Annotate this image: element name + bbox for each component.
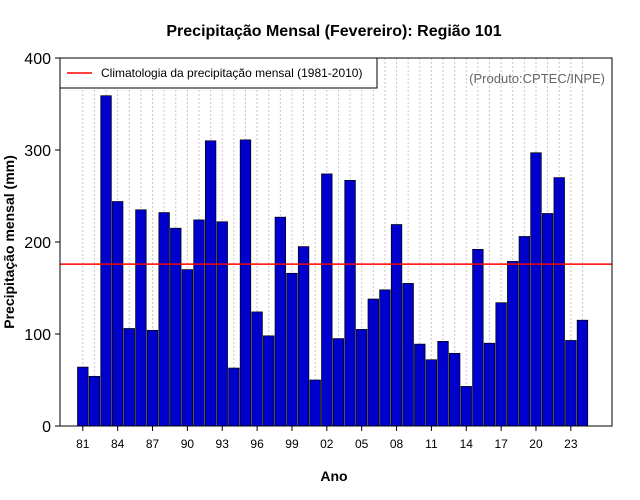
bars — [77, 95, 589, 427]
bar-82 — [88, 375, 101, 427]
legend-box — [59, 57, 378, 89]
x-tick-label: 02 — [320, 437, 334, 451]
bar-18 — [507, 260, 519, 427]
bar-24 — [576, 319, 589, 427]
bar-84 — [112, 201, 124, 427]
x-tick-label: 96 — [250, 437, 264, 451]
x-tick-label: 08 — [390, 437, 404, 451]
bar-10 — [414, 343, 426, 427]
x-tick-label: 90 — [181, 437, 195, 451]
chart-title: Precipitação Mensal (Fevereiro): Região … — [166, 23, 501, 40]
bar-17 — [495, 302, 507, 427]
bar-03 — [332, 338, 345, 427]
bar-09 — [402, 283, 414, 427]
x-axis: 81 84 87 90 93 96 99 02 05 08 11 14 17 20 23 — [76, 426, 578, 451]
bar-93 — [216, 221, 228, 427]
x-tick-label: 81 — [76, 437, 90, 451]
y-tick-label: 400 — [24, 51, 51, 68]
bar-16 — [483, 342, 496, 427]
bar-83 — [100, 95, 112, 427]
bar-19 — [518, 236, 531, 427]
bar-00 — [297, 246, 310, 427]
bar-23 — [565, 340, 577, 427]
x-tick-label: 23 — [564, 437, 578, 451]
bar-81 — [77, 366, 89, 427]
legend: Climatologia da precipitação mensal (198… — [59, 57, 378, 89]
bar-06 — [367, 298, 379, 427]
x-tick-label: 20 — [529, 437, 543, 451]
y-tick-label: 200 — [24, 235, 51, 252]
bar-97 — [263, 335, 275, 427]
x-tick-label: 93 — [216, 437, 230, 451]
x-tick-label: 17 — [494, 437, 508, 451]
bar-13 — [448, 352, 461, 427]
bar-85 — [123, 328, 135, 427]
x-axis-label: Ano — [320, 468, 347, 484]
y-axis: 0 100 200 300 400 — [24, 51, 60, 436]
bar-14 — [460, 386, 472, 427]
bar-98 — [274, 216, 286, 427]
bar-02 — [321, 173, 333, 427]
bar-96 — [251, 311, 263, 427]
x-tick-label: 14 — [460, 437, 474, 451]
bar-12 — [437, 341, 449, 427]
bar-99 — [286, 272, 298, 427]
bar-22 — [553, 177, 565, 427]
x-tick-label: 99 — [285, 437, 299, 451]
x-tick-label: 05 — [355, 437, 369, 451]
legend-label: Climatologia da precipitação mensal (198… — [101, 66, 362, 80]
x-tick-label: 11 — [425, 437, 438, 451]
bar-95 — [239, 139, 252, 427]
credit-text: (Produto:CPTEC/INPE) — [469, 71, 605, 86]
x-tick-label: 87 — [146, 437, 160, 451]
bar-90 — [181, 269, 194, 427]
bar-05 — [356, 329, 368, 427]
bar-15 — [472, 249, 484, 427]
bar-89 — [170, 227, 182, 427]
bar-91 — [193, 219, 205, 427]
y-tick-label: 100 — [24, 327, 51, 344]
y-axis-label: Precipitação mensal (mm) — [1, 155, 17, 329]
x-tick-label: 84 — [111, 437, 125, 451]
bar-92 — [204, 140, 217, 427]
bar-01 — [309, 379, 321, 427]
bar-86 — [135, 209, 147, 427]
bar-04 — [344, 180, 356, 427]
bar-07 — [379, 289, 391, 427]
bar-21 — [541, 213, 554, 427]
bar-11 — [425, 359, 438, 427]
bar-20 — [530, 152, 542, 427]
y-tick-label: 0 — [42, 419, 51, 436]
bar-08 — [390, 224, 403, 427]
y-tick-label: 300 — [24, 143, 51, 160]
bar-87 — [146, 329, 159, 427]
bar-94 — [228, 367, 240, 427]
bar-88 — [158, 212, 170, 427]
